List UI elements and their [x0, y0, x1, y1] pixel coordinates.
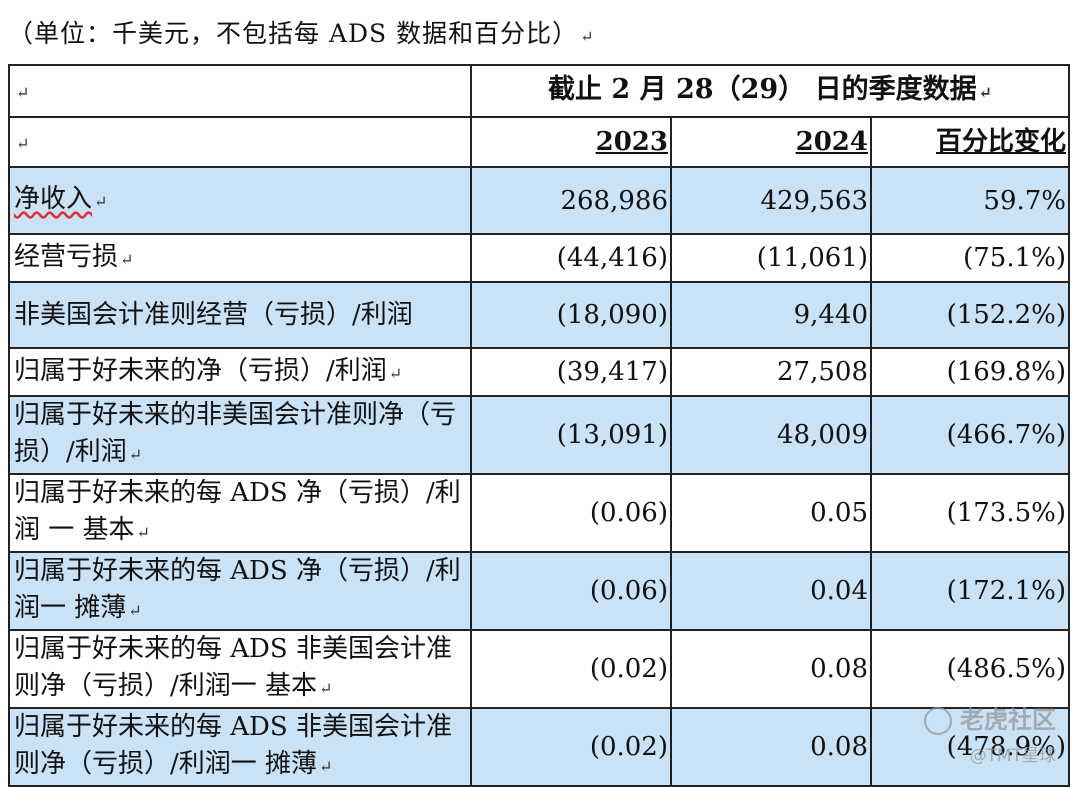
value-2024: 48,009: [670, 395, 872, 475]
value-2024: 9,440: [670, 281, 872, 349]
unit-note: （单位：千美元，不包括每 ADS 数据和百分比） ↵: [8, 14, 595, 50]
value-change: (466.7%): [869, 395, 1071, 475]
header-empty-cell: ↵: [8, 64, 472, 118]
value-2023: (0.06): [470, 551, 672, 631]
value-2023: (0.02): [470, 629, 672, 709]
value-2024: 0.05: [670, 473, 872, 553]
header-row-period: ↵ 截止 2 月 28（29） 日的季度数据 ↵: [8, 64, 1071, 118]
change-header: 百分比变化: [869, 116, 1071, 168]
row-label: 归属于好未来的净（亏损）/利润 ↵: [8, 347, 472, 397]
row-label: 归属于好未来的每 ADS 净（亏损）/利润一 摊薄 ↵: [8, 551, 472, 631]
value-2024: 0.08: [670, 629, 872, 709]
value-2024: 27,508: [670, 347, 872, 397]
value-change: (478.9%): [869, 707, 1071, 787]
value-change: (172.1%): [869, 551, 1071, 631]
unit-note-text: （单位：千美元，不包括每 ADS 数据和百分比）: [8, 19, 579, 48]
table-row: 归属于好未来的每 ADS 非美国会计准则净（亏损）/利润一 摊薄 ↵ (0.02)…: [8, 707, 1071, 787]
value-change: (486.5%): [869, 629, 1071, 709]
row-label: 归属于好未来的非美国会计准则净（亏损）/利润 ↵: [8, 395, 472, 475]
value-change: (169.8%): [869, 347, 1071, 397]
table-row: 净收入 ↵ 268,986 429,563 59.7%: [8, 166, 1071, 235]
table-row: 归属于好未来的非美国会计准则净（亏损）/利润 ↵ (13,091) 48,009 …: [8, 395, 1071, 475]
year-2023-header: 2023: [470, 116, 672, 168]
table-row: 归属于好未来的每 ADS 净（亏损）/利润一 摊薄 ↵ (0.06) 0.04 (…: [8, 551, 1071, 631]
row-label: 非美国会计准则经营（亏损）/利润: [8, 281, 472, 349]
value-2023: (39,417): [470, 347, 672, 397]
table-row: 归属于好未来的每 ADS 非美国会计准则净（亏损）/利润一 基本 ↵ (0.02)…: [8, 629, 1071, 709]
table-row: 非美国会计准则经营（亏损）/利润 (18,090) 9,440 (152.2%): [8, 281, 1071, 349]
value-change: (152.2%): [869, 281, 1071, 349]
value-change: (173.5%): [869, 473, 1071, 553]
table-row: 归属于好未来的每 ADS 净（亏损）/利润 一 基本 ↵ (0.06) 0.05 …: [8, 473, 1071, 553]
value-2023: (18,090): [470, 281, 672, 349]
return-mark: ↵: [580, 27, 595, 46]
value-2024: (11,061): [670, 233, 872, 283]
value-2023: (0.02): [470, 707, 672, 787]
watermark-logo-icon: [924, 707, 952, 735]
header-row-years: ↵ 2023 2024 百分比变化: [8, 116, 1071, 168]
year-2024-header: 2024: [670, 116, 872, 168]
watermark: 老虎社区 @TMT星球: [924, 700, 1056, 766]
value-2024: 429,563: [670, 166, 872, 235]
period-header: 截止 2 月 28（29） 日的季度数据 ↵: [469, 64, 1071, 118]
value-change: (75.1%): [869, 233, 1071, 283]
table-row: 归属于好未来的净（亏损）/利润 ↵ (39,417) 27,508 (169.8%…: [8, 347, 1071, 397]
value-2023: (44,416): [470, 233, 672, 283]
row-label: 归属于好未来的每 ADS 净（亏损）/利润 一 基本 ↵: [8, 473, 472, 553]
value-2023: 268,986: [470, 166, 672, 235]
row-label: 归属于好未来的每 ADS 非美国会计准则净（亏损）/利润一 基本 ↵: [8, 629, 472, 709]
watermark-line1: 老虎社区: [960, 706, 1056, 734]
watermark-line2: @TMT星球: [969, 746, 1056, 766]
row-label: 归属于好未来的每 ADS 非美国会计准则净（亏损）/利润一 摊薄 ↵: [8, 707, 472, 787]
table-row: 经营亏损 ↵ (44,416) (11,061) (75.1%): [8, 233, 1071, 283]
header-empty-cell: ↵: [8, 116, 472, 168]
row-label: 经营亏损 ↵: [8, 233, 472, 283]
value-2024: 0.04: [670, 551, 872, 631]
value-2024: 0.08: [670, 707, 872, 787]
value-2023: (0.06): [470, 473, 672, 553]
row-label: 净收入 ↵: [8, 166, 472, 235]
value-2023: (13,091): [470, 395, 672, 475]
financial-table: ↵ 截止 2 月 28（29） 日的季度数据 ↵ ↵ 2023 2024 百分比变…: [8, 64, 1071, 787]
value-change: 59.7%: [869, 166, 1071, 235]
